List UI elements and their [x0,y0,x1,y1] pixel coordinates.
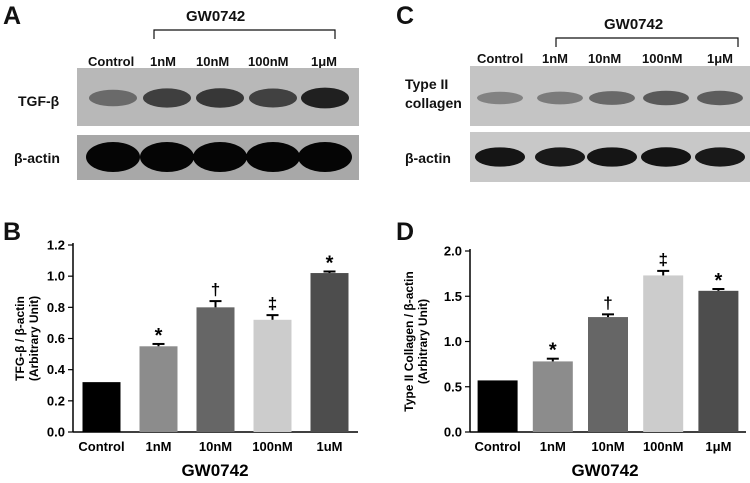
panel-a-tgfb-blot [77,68,359,126]
collagen-band-4 [697,90,743,106]
chart-d-x-tick-label-3: 100nM [643,439,683,454]
tgfb-band-2 [196,88,244,108]
chart-d-y-axis-title-2: (Arbitrary Unit) [416,299,430,384]
actin-a-band-2 [193,142,247,172]
panel-letter-c: C [396,2,415,30]
panel-a-lane-1nm: 1nM [150,54,176,69]
actin-a-band-0 [86,142,140,172]
chart-b-y-tick-label: 0.0 [47,425,65,440]
panel-c-lane-1um: 1μM [707,51,734,66]
chart-d-y-axis-title-1: Type II Collagen / β-actin [402,271,416,411]
actin-a-band-3 [246,142,300,172]
chart-b-bar-4 [310,273,349,432]
chart-b-y-tick-label: 0.6 [47,331,65,346]
chart-d: 0.0 0.5 1.0 1.5 2.0 Control * 1nM † 10nM ‡ 100nM * 1μ… [402,244,746,480]
chart-d-significance-marker-3: ‡ [658,250,667,269]
chart-b-x-tick-label-0: Control [78,439,124,454]
actin-c-band-4 [695,147,745,167]
chart-d-y-tick-label: 0.0 [444,425,462,440]
chart-d-bar-4 [698,290,739,432]
actin-c-band-3 [641,147,691,167]
chart-d-bar-3 [643,275,684,432]
chart-b-bar-1 [139,346,178,432]
chart-b-x-tick-label-1: 1nM [146,439,172,454]
panel-c-actin-blot [470,132,750,182]
chart-b-significance-marker-1: * [155,325,163,347]
panel-a-bracket [153,29,336,39]
panel-a-lane-1um: 1μM [311,54,338,69]
panel-letter-d: D [396,218,415,246]
collagen-band-0 [477,91,523,105]
tgfb-band-3 [249,88,297,108]
collagen-band-2 [589,91,635,105]
panel-letter-a: A [3,2,22,30]
panel-c-row-label-collagen-1: Type II [405,76,449,92]
panel-c-lane-10nm: 10nM [588,51,622,66]
panel-c-lane-100nm: 100nM [642,51,683,66]
chart-b-x-tick-label-3: 100nM [252,439,292,454]
chart-d-x-tick-label-2: 10nM [591,439,624,454]
chart-b-y-tick-label: 1.2 [47,238,65,253]
panel-c-row-label-collagen-2: collagen [405,95,462,111]
panel-c-lane-1nm: 1nM [542,51,568,66]
chart-d-significance-marker-2: † [603,293,612,312]
panel-a-lane-100nm: 100nM [248,54,289,69]
chart-b-significance-marker-3: ‡ [268,294,277,313]
chart-d-y-tick-label: 0.5 [444,379,462,394]
panel-a-actin-blot [77,135,359,180]
chart-d-x-tick-label-4: 1μM [705,439,731,454]
panel-a-treatment-label: GW0742 [186,8,246,25]
chart-b-y-axis-title-1: TFG-β / β-actin [13,296,27,381]
chart-d-y-tick-label: 1.5 [444,289,462,304]
chart-d-y-tick-label: 1.0 [444,334,462,349]
actin-c-band-0 [475,147,525,167]
actin-a-band-1 [140,142,194,172]
chart-b-bar-3 [253,319,292,432]
collagen-band-3 [643,90,689,106]
chart-d-significance-marker-1: * [549,340,557,362]
chart-d-x-tick-label-1: 1nM [540,439,566,454]
chart-d-x-tick-label-0: Control [474,439,520,454]
chart-b-bar-0 [82,382,121,432]
panel-a-lane-10nm: 10nM [196,54,230,69]
chart-b-bar-2 [196,307,235,432]
chart-d-y-tick-label: 2.0 [444,244,462,259]
panel-c-bracket [555,37,739,47]
chart-d-x-axis-title: GW0742 [571,461,638,480]
collagen-band-1 [537,91,583,105]
panel-c-row-label-actin: β-actin [405,150,451,166]
panel-a-row-label-actin: β-actin [14,150,60,166]
panel-a-lane-control: Control [88,54,135,69]
chart-d-bar-0 [477,380,518,432]
panel-a-row-label-tgfb: TGF-β [18,93,60,109]
panel-c-lane-control: Control [477,51,524,66]
tgfb-band-4 [301,87,349,109]
chart-d-bar-1 [532,361,573,432]
chart-d-bar-2 [588,317,628,432]
chart-b-y-tick-label: 0.8 [47,300,65,315]
chart-b: 0.0 0.2 0.4 0.6 0.8 1.0 1.2 Control * 1nM † 10nM ‡ 10… [13,238,358,480]
actin-c-band-1 [535,147,585,167]
chart-b-significance-marker-2: † [211,280,220,299]
tgfb-band-1 [143,88,191,108]
panel-c-treatment-label: GW0742 [604,16,664,33]
chart-b-y-tick-label: 0.4 [47,362,66,377]
chart-b-x-tick-label-2: 10nM [199,439,232,454]
chart-b-y-axis-title-2: (Arbitrary Unit) [27,296,41,381]
chart-b-y-tick-label: 1.0 [47,269,65,284]
actin-c-band-2 [587,147,637,167]
chart-b-significance-marker-4: * [326,252,334,274]
chart-b-x-axis-title: GW0742 [181,461,248,480]
panel-c-collagen-blot [470,66,750,126]
panel-letter-b: B [3,218,22,246]
chart-d-significance-marker-4: * [715,270,723,292]
actin-a-band-4 [298,142,352,172]
chart-b-y-tick-label: 0.2 [47,393,65,408]
chart-b-x-tick-label-4: 1uM [317,439,343,454]
tgfb-band-0 [89,89,137,107]
